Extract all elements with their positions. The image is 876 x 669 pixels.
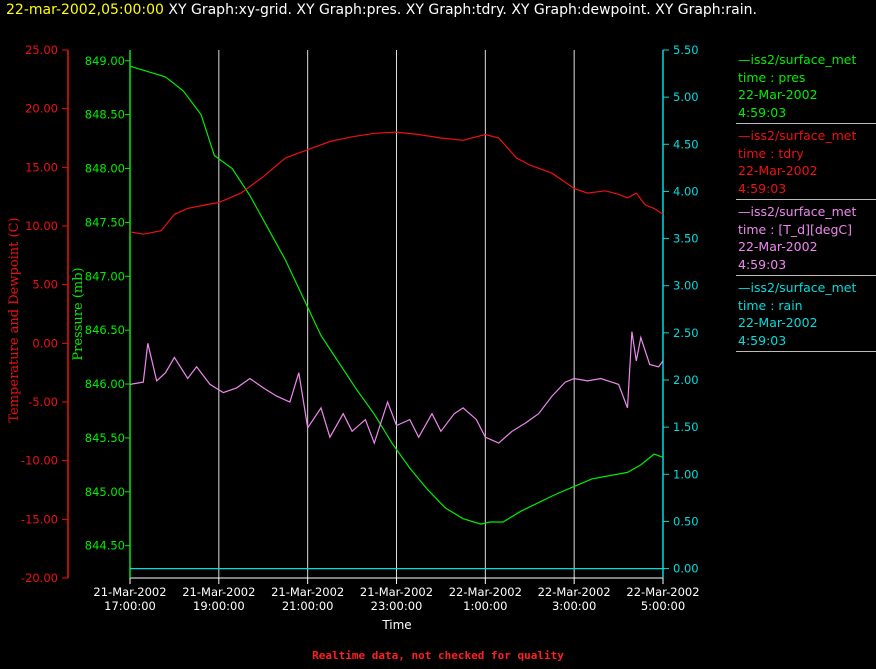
- x-tick-label: 21-Mar-2002: [360, 585, 433, 599]
- legend-source: —iss2/surface_met: [738, 204, 857, 219]
- x-tick-label: 21:00:00: [282, 599, 334, 613]
- rain-tick-label: 0.50: [673, 514, 699, 528]
- x-tick-label: 3:00:00: [552, 599, 596, 613]
- header-datetime: 22-mar-2002,05:00:00: [6, 2, 164, 18]
- temperature-tick-label: -5.00: [28, 395, 58, 409]
- legend-source: —iss2/surface_met: [738, 52, 857, 67]
- quality-footnote: Realtime data, not checked for quality: [312, 649, 564, 662]
- rain-tick-label: 5.50: [673, 43, 699, 57]
- x-tick-label: 22-Mar-2002: [449, 585, 522, 599]
- temperature-tick-label: 25.00: [25, 43, 58, 57]
- legend-var: time : tdry: [738, 145, 804, 161]
- legend: —iss2/surface_met time : pres 22-Mar-2002 4…: [736, 50, 876, 354]
- x-tick-label: 21-Mar-2002: [182, 585, 255, 599]
- pressure-tick-label: 844.50: [85, 539, 125, 553]
- x-axis-label: Time: [381, 618, 411, 632]
- axes: [62, 49, 669, 584]
- y-axis-label-temperature: Temperature and Dewpoint (C): [7, 217, 22, 422]
- legend-source: —iss2/surface_met: [738, 128, 857, 143]
- temperature-tick-label: 0.00: [32, 336, 58, 350]
- rain-tick-label: 4.00: [673, 184, 699, 198]
- legend-date: 22-Mar-2002: [738, 87, 818, 102]
- pressure-tick-label: 848.50: [85, 108, 125, 122]
- header-graph-list: XY Graph:xy-grid. XY Graph:pres. XY Grap…: [168, 2, 757, 18]
- tick-labels: 21-Mar-200217:00:0021-Mar-200219:00:0021…: [21, 43, 700, 613]
- legend-time: 4:59:03: [738, 104, 787, 120]
- rain-tick-label: 1.00: [673, 467, 699, 481]
- legend-time: 4:59:03: [738, 256, 787, 272]
- rain-tick-label: 3.00: [673, 279, 699, 293]
- pressure-tick-label: 846.00: [85, 377, 125, 391]
- x-tick-label: 17:00:00: [104, 599, 156, 613]
- legend-date: 22-Mar-2002: [738, 315, 818, 330]
- series-line-tdry: [129, 131, 664, 235]
- vertical-grid: [218, 50, 575, 578]
- rain-tick-label: 2.50: [673, 326, 699, 340]
- rain-tick-label: 0.00: [673, 562, 699, 576]
- legend-var: time : [T_d][degC]: [738, 221, 853, 237]
- pressure-tick-label: 845.50: [85, 431, 125, 445]
- header: 22-mar-2002,05:00:00 XY Graph:xy-grid. X…: [6, 2, 757, 18]
- legend-source: —iss2/surface_met: [738, 280, 857, 295]
- x-tick-label: 19:00:00: [193, 599, 245, 613]
- rain-tick-label: 3.50: [673, 232, 699, 246]
- legend-date: 22-Mar-2002: [738, 163, 818, 178]
- pressure-tick-label: 848.00: [85, 162, 125, 176]
- temperature-tick-label: -20.00: [21, 571, 58, 585]
- series-line-pres: [129, 65, 664, 525]
- temperature-tick-label: -15.00: [21, 512, 58, 526]
- x-tick-label: 21-Mar-2002: [93, 585, 166, 599]
- legend-time: 4:59:03: [738, 332, 787, 348]
- rain-tick-label: 4.50: [673, 137, 699, 151]
- legend-time: 4:59:03: [738, 180, 787, 196]
- x-tick-label: 5:00:00: [641, 599, 685, 613]
- pressure-tick-label: 847.50: [85, 215, 125, 229]
- legend-var: time : pres: [738, 69, 806, 85]
- legend-date: 22-Mar-2002: [738, 239, 818, 254]
- pressure-tick-label: 846.50: [85, 323, 125, 337]
- temperature-tick-label: 15.00: [25, 160, 58, 174]
- temperature-tick-label: 20.00: [25, 102, 58, 116]
- temperature-tick-label: -10.00: [21, 454, 58, 468]
- legend-var: time : rain: [738, 297, 803, 313]
- rain-tick-label: 1.50: [673, 420, 699, 434]
- y-axis-label-pressure: Pressure (mb): [71, 267, 86, 360]
- temperature-tick-label: 10.00: [25, 219, 58, 233]
- series-line-t-d-degc: [129, 331, 664, 445]
- x-tick-label: 1:00:00: [463, 599, 507, 613]
- pressure-tick-label: 845.00: [85, 485, 125, 499]
- x-tick-label: 22-Mar-2002: [626, 585, 699, 599]
- rain-tick-label: 5.00: [673, 90, 699, 104]
- x-tick-label: 23:00:00: [371, 599, 423, 613]
- pressure-tick-label: 849.00: [85, 54, 125, 68]
- series-lines: [129, 65, 664, 570]
- temperature-tick-label: 5.00: [32, 278, 58, 292]
- rain-tick-label: 2.00: [673, 373, 699, 387]
- x-tick-label: 21-Mar-2002: [271, 585, 344, 599]
- x-tick-label: 22-Mar-2002: [538, 585, 611, 599]
- pressure-tick-label: 847.00: [85, 269, 125, 283]
